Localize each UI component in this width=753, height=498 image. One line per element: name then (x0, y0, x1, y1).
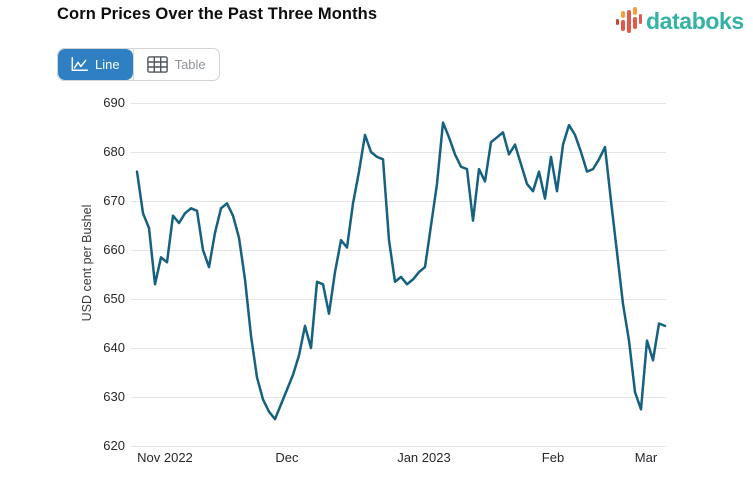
x-tick-label: Feb (541, 450, 565, 465)
y-tick-label: 690 (103, 95, 125, 110)
logo-bar-segment (621, 11, 625, 18)
gridline (131, 103, 666, 104)
y-tick-label: 660 (103, 242, 125, 257)
table-icon (146, 56, 168, 73)
x-tick-label: Jan 2023 (397, 450, 451, 465)
logo-bar-segment (639, 14, 642, 24)
price-line-series (135, 121, 667, 421)
corn-price-line-chart: USD cent per Bushel 620 630 640 650 660 670 68… (0, 88, 753, 498)
databoks-bars-icon (616, 7, 643, 35)
databoks-logo: databoks (616, 4, 744, 38)
y-tick-label: 640 (103, 340, 125, 355)
x-tick-label: Nov 2022 (137, 450, 193, 465)
gridline (131, 152, 666, 153)
gridline (131, 397, 666, 398)
y-tick-label: 680 (103, 144, 125, 159)
table-view-button[interactable]: Table (132, 49, 219, 80)
table-view-label: Table (174, 57, 206, 72)
line-chart-icon (71, 57, 88, 72)
logo-bar-segment (627, 10, 631, 33)
gridline (131, 299, 666, 300)
logo-bar-segment (633, 17, 637, 29)
gridline (131, 348, 666, 349)
y-tick-label: 630 (103, 389, 125, 404)
logo-bar-segment (621, 20, 625, 31)
gridline (131, 250, 666, 251)
logo-bar-segment (633, 7, 637, 15)
y-tick-label: 670 (103, 193, 125, 208)
line-view-label: Line (95, 57, 120, 72)
gridline (131, 446, 666, 447)
gridline (131, 201, 666, 202)
x-tick-label: Dec (275, 450, 299, 465)
y-tick-label: 650 (103, 291, 125, 306)
logo-bar-segment (616, 19, 619, 25)
page-title: Corn Prices Over the Past Three Months (57, 5, 378, 23)
y-tick-label: 620 (103, 438, 125, 453)
databoks-logo-text: databoks (646, 7, 744, 34)
chart-type-toggle: Line Table (57, 48, 220, 81)
x-tick-label: Mar (634, 450, 658, 465)
line-view-button[interactable]: Line (58, 49, 133, 80)
